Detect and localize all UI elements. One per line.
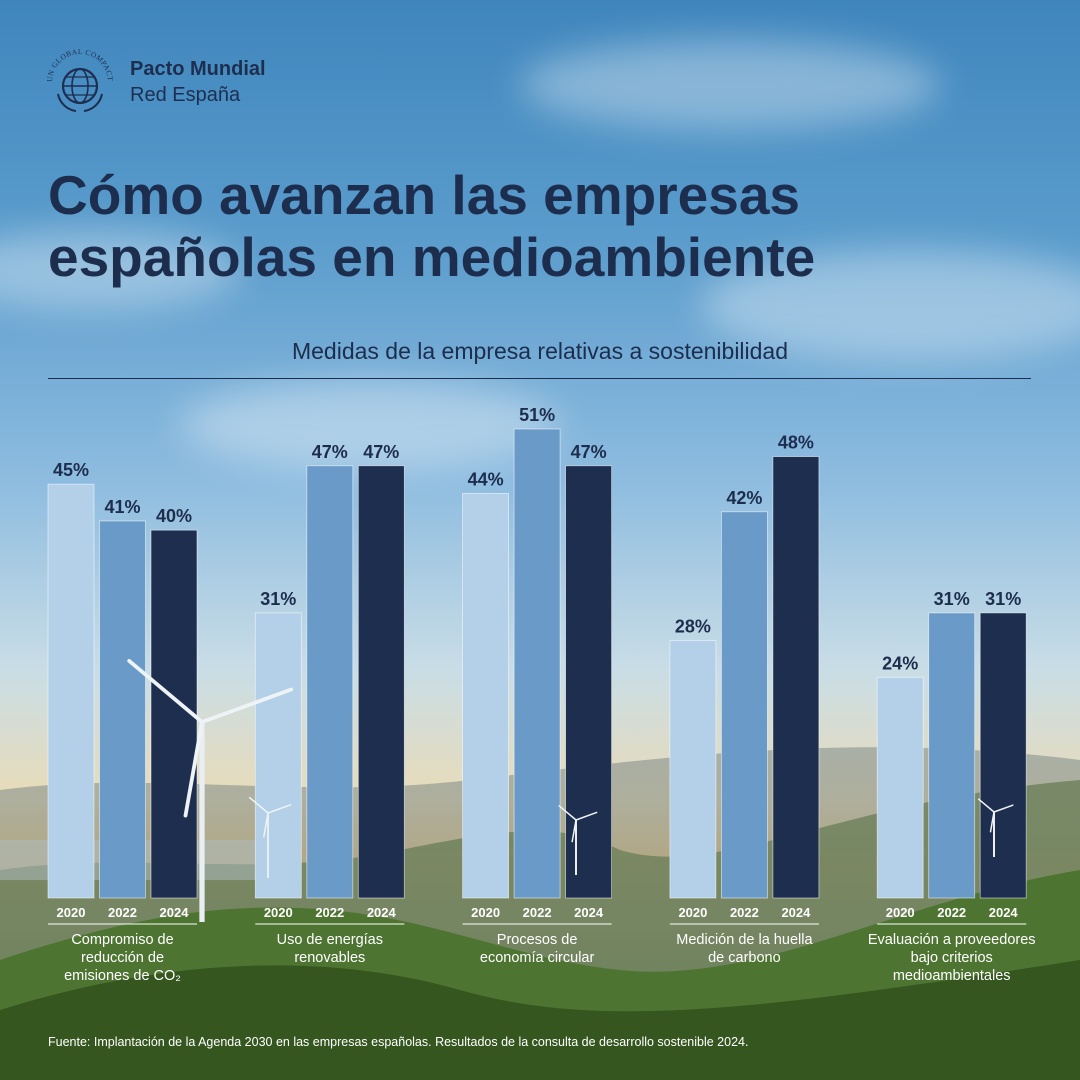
category-label: renovables [294, 950, 365, 966]
bar-2022 [99, 520, 146, 899]
bar-2024 [979, 612, 1027, 899]
data-label: 44% [468, 469, 504, 489]
data-label: 47% [312, 442, 348, 462]
brand-subname: Red España [130, 84, 241, 106]
category-label: Medición de la huella [676, 932, 813, 948]
bar-2020 [876, 676, 924, 899]
data-label: 42% [726, 488, 762, 508]
year-tick-label: 2022 [315, 905, 344, 920]
bar-2024 [150, 529, 198, 899]
year-tick-label: 2022 [937, 905, 966, 920]
bar-2022 [721, 511, 768, 899]
data-label: 28% [675, 617, 711, 637]
category-label: reducción de [81, 950, 164, 966]
wind-turbine-blade [575, 811, 598, 821]
year-tick-label: 2024 [781, 905, 811, 920]
data-label: 47% [571, 442, 607, 462]
un-globe-icon: UN GLOBAL COMPACT [46, 48, 114, 112]
bar-2022 [513, 428, 561, 899]
bar-2022 [306, 465, 354, 899]
wind-turbine-blade [183, 720, 204, 818]
year-tick-label: 2020 [264, 905, 293, 920]
page-title: Cómo avanzan las empresas españolas en m… [48, 164, 816, 288]
wind-turbine-blade [127, 659, 204, 724]
wind-turbine-blade [267, 804, 292, 814]
bar-2024 [357, 465, 405, 899]
category-label: medioambientales [893, 968, 1011, 984]
brand-logo: UN GLOBAL COMPACT Pacto Mundial Red Espa… [46, 48, 286, 114]
year-tick-label: 2022 [108, 905, 137, 920]
data-label: 31% [260, 589, 296, 609]
bar-2020 [47, 483, 95, 899]
data-label: 31% [985, 589, 1021, 609]
category-label: bajo criterios [911, 950, 993, 966]
data-label: 47% [363, 442, 399, 462]
bar-2020 [462, 492, 510, 899]
cloud [180, 380, 560, 470]
wind-turbine-blade [989, 811, 995, 833]
year-tick-label: 2022 [730, 905, 759, 920]
wind-turbine-blade [993, 804, 1014, 813]
data-label: 40% [156, 506, 192, 526]
category-label: Evaluación a proveedores [868, 932, 1036, 948]
category-label: Procesos de [497, 932, 578, 948]
bar-2020 [254, 612, 302, 899]
cloud [0, 230, 240, 310]
title-divider [48, 378, 1031, 379]
cloud [700, 250, 1080, 360]
year-tick-label: 2024 [574, 905, 604, 920]
data-label: 31% [934, 589, 970, 609]
year-tick-label: 2024 [989, 905, 1019, 920]
year-tick-label: 2024 [367, 905, 397, 920]
data-label: 51% [519, 405, 555, 425]
year-tick-label: 2024 [160, 905, 190, 920]
year-tick-label: 2020 [678, 905, 707, 920]
brand-name: Pacto Mundial [130, 58, 266, 80]
year-tick-label: 2022 [523, 905, 552, 920]
wind-turbine-blade [248, 796, 269, 814]
data-label: 41% [104, 497, 140, 517]
category-label: de carbono [708, 950, 781, 966]
source-note: Fuente: Implantación de la Agenda 2030 e… [48, 1035, 749, 1049]
category-label: economía circular [480, 950, 595, 966]
bar-2020 [669, 640, 717, 899]
year-tick-label: 2020 [471, 905, 500, 920]
cloud [520, 40, 940, 130]
data-label: 24% [882, 653, 918, 673]
year-tick-label: 2020 [57, 905, 86, 920]
wind-turbine-blade [263, 812, 269, 838]
category-label: Compromiso de [71, 932, 173, 948]
chart-title: Medidas de la empresa relativas a sosten… [291, 338, 789, 364]
bar-2024 [772, 456, 820, 899]
wind-turbine-blade [571, 819, 577, 843]
wind-turbine-blade [200, 687, 294, 724]
bar-2022 [928, 612, 976, 899]
year-tick-label: 2020 [886, 905, 915, 920]
data-label: 45% [53, 460, 89, 480]
data-label: 48% [778, 433, 814, 453]
category-label: Uso de energías [277, 932, 383, 948]
bar-2024 [565, 465, 612, 899]
wind-turbine-blade [558, 805, 577, 821]
wind-turbine-blade [977, 798, 995, 813]
category-label: emisiones de CO₂ [64, 968, 181, 984]
